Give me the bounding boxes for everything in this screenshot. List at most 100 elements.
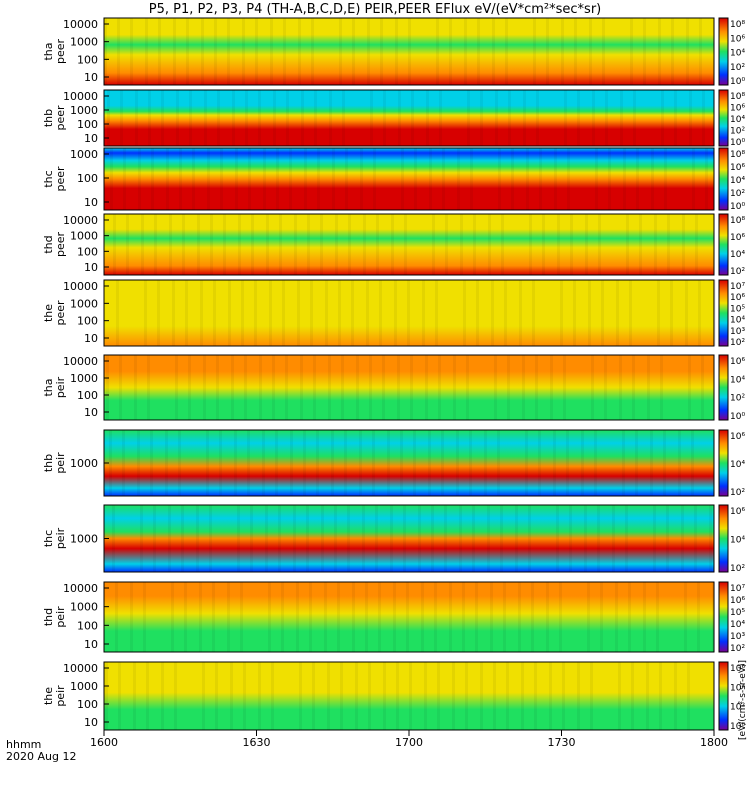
colorbar-tick-label: 10⁰ xyxy=(730,202,745,212)
colorbar xyxy=(718,581,729,653)
y-tick-label: 100 xyxy=(77,619,98,632)
y-tick-label: 1000 xyxy=(70,148,98,161)
y-tick-label: 100 xyxy=(77,315,98,328)
y-tick-label: 100 xyxy=(77,172,98,185)
panel-frame xyxy=(103,581,715,653)
panel-frame xyxy=(103,89,715,147)
colorbar-tick-label: 10⁸ xyxy=(730,92,745,102)
y-tick-label: 10000 xyxy=(63,280,98,293)
colorbar-tick-label: 10⁴ xyxy=(730,375,745,385)
colorbar-tick-label: 10³ xyxy=(730,632,745,642)
colorbar-tick-label: 10⁴ xyxy=(730,49,745,59)
y-tick-label: 100 xyxy=(77,118,98,131)
colorbar-tick-label: 10² xyxy=(730,564,745,574)
colorbar xyxy=(718,429,729,497)
panel-label: thdpeir xyxy=(42,606,67,628)
y-tick-label: 10000 xyxy=(63,214,98,227)
colorbar-tick-label: 10² xyxy=(730,394,745,404)
y-tick-label: 1000 xyxy=(70,104,98,117)
y-tick-label: 1000 xyxy=(70,297,98,310)
colorbar-tick-label: 10⁴ xyxy=(730,316,745,326)
colorbar-tick-label: 10⁷ xyxy=(730,282,745,292)
colorbar-tick-label: 10⁰ xyxy=(730,77,745,87)
colorbar-tick-label: 10⁶ xyxy=(730,104,745,114)
colorbar-tick-label: 10⁶ xyxy=(730,357,745,367)
colorbar-tick-label: 10⁶ xyxy=(730,664,745,674)
y-tick-label: 10000 xyxy=(63,582,98,595)
y-tick-label: 100 xyxy=(77,245,98,258)
colorbar-tick-label: 10⁴ xyxy=(730,536,745,546)
colorbar-tick-label: 10⁶ xyxy=(730,163,745,173)
colorbar-tick-label: 10⁴ xyxy=(730,460,745,470)
spectrogram-thc-peir xyxy=(104,505,714,572)
panel-label: thapeer xyxy=(42,39,67,65)
colorbar xyxy=(718,279,729,347)
panel-label: thapeir xyxy=(42,376,67,398)
spectrogram-thd-peir xyxy=(104,582,714,652)
colorbar-tick-label: 10⁴ xyxy=(730,176,745,186)
colorbar-tick-label: 10⁶ xyxy=(730,596,745,606)
y-tick-label: 10 xyxy=(84,716,98,729)
y-tick-label: 10000 xyxy=(63,662,98,675)
colorbar-tick-label: 10² xyxy=(730,189,745,199)
y-tick-label: 10000 xyxy=(63,90,98,103)
y-tick-label: 100 xyxy=(77,389,98,402)
y-tick-label: 100 xyxy=(77,698,98,711)
x-tick-label: 1700 xyxy=(395,736,423,749)
spectrogram-the-peir xyxy=(104,662,714,730)
panel-label: thdpeer xyxy=(42,232,67,258)
colorbar-tick-label: 10² xyxy=(730,63,745,73)
y-tick-label: 10 xyxy=(84,132,98,145)
y-tick-label: 100 xyxy=(77,53,98,66)
y-tick-label: 10 xyxy=(84,406,98,419)
panel-frame xyxy=(103,17,715,86)
x-tick-label: 1730 xyxy=(548,736,576,749)
colorbar-tick-label: 10⁸ xyxy=(730,216,745,226)
colorbar-tick-label: 10⁷ xyxy=(730,584,745,594)
colorbar xyxy=(718,661,729,731)
colorbar-tick-label: 10² xyxy=(730,267,745,277)
spectrogram-thb-peir xyxy=(104,430,714,496)
panel-frame xyxy=(103,279,715,347)
colorbar-tick-label: 10⁴ xyxy=(730,683,745,693)
colorbar xyxy=(718,213,729,276)
y-tick-label: 1000 xyxy=(70,533,98,546)
panel-label: thcpeir xyxy=(42,527,67,549)
panel-frame xyxy=(103,147,715,211)
colorbar-tick-label: 10⁴ xyxy=(730,115,745,125)
date-label: 2020 Aug 12 xyxy=(6,750,76,763)
colorbar-tick-label: 10² xyxy=(730,127,745,137)
colorbar-tick-label: 10⁶ xyxy=(730,293,745,303)
colorbar-tick-label: 10⁵ xyxy=(730,608,745,618)
panel-label: thepeir xyxy=(42,685,67,707)
y-tick-label: 10000 xyxy=(63,355,98,368)
colorbar-tick-label: 10⁰ xyxy=(730,412,745,422)
colorbar-tick-label: 10⁴ xyxy=(730,250,745,260)
colorbar-tick-label: 10⁶ xyxy=(730,34,745,44)
colorbar-tick-label: 10⁶ xyxy=(730,432,745,442)
y-tick-label: 1000 xyxy=(70,457,98,470)
colorbar xyxy=(718,354,729,421)
panel-label: thcpeer xyxy=(42,166,67,192)
x-tick-label: 1600 xyxy=(90,736,118,749)
spectrogram-the-peer xyxy=(104,280,714,346)
colorbar xyxy=(718,17,729,86)
panel-label: thbpeir xyxy=(42,452,67,474)
y-tick-label: 1000 xyxy=(70,372,98,385)
colorbar-tick-label: 10⁰ xyxy=(730,722,745,732)
colorbar-tick-label: 10⁸ xyxy=(730,20,745,30)
colorbar-tick-label: 10⁸ xyxy=(730,150,745,160)
x-tick-label: 1800 xyxy=(700,736,728,749)
colorbar-tick-label: 10⁴ xyxy=(730,620,745,630)
colorbar-tick-label: 10⁶ xyxy=(730,233,745,243)
y-tick-label: 10000 xyxy=(63,18,98,31)
time-unit-label: hhmm xyxy=(6,738,41,751)
colorbar-tick-label: 10² xyxy=(730,703,745,713)
x-tick-label: 1630 xyxy=(243,736,271,749)
colorbar xyxy=(718,504,729,573)
spectrogram-tha-peer xyxy=(104,18,714,85)
y-tick-label: 1000 xyxy=(70,36,98,49)
panel-frame xyxy=(103,354,715,421)
y-tick-label: 10 xyxy=(84,196,98,209)
